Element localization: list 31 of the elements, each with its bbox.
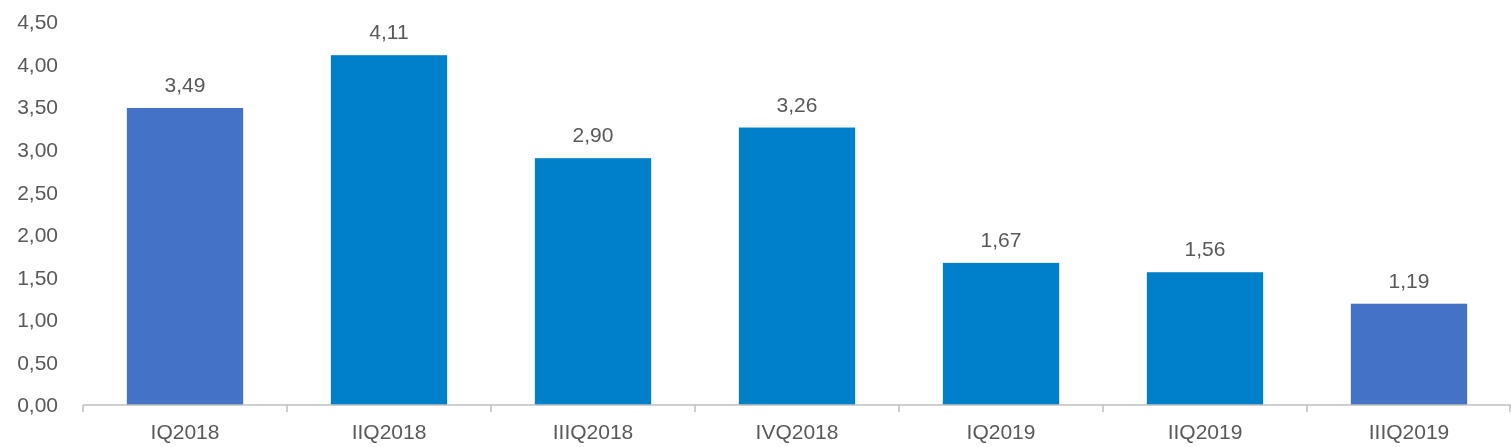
y-tick-label: 3,50 xyxy=(17,95,58,119)
x-tick-label: IIIQ2018 xyxy=(552,420,634,443)
data-label: 3,26 xyxy=(776,92,818,116)
y-tick-label: 4,50 xyxy=(17,10,58,34)
data-label: 1,19 xyxy=(1388,268,1430,292)
bar xyxy=(126,107,244,405)
data-label: 4,11 xyxy=(369,20,409,44)
y-tick-label: 2,00 xyxy=(17,223,58,247)
y-tick-label: 4,00 xyxy=(17,52,58,76)
bar xyxy=(738,127,856,405)
y-tick-label: 2,50 xyxy=(17,180,58,204)
x-tick-label: IVQ2018 xyxy=(755,420,839,443)
y-tick-label: 1,50 xyxy=(17,265,58,289)
data-label: 1,67 xyxy=(980,227,1022,251)
y-tick-label: 3,00 xyxy=(17,138,58,162)
y-tick-label: 0,50 xyxy=(17,350,58,374)
bar xyxy=(942,262,1060,405)
x-tick-label: IQ2018 xyxy=(150,420,220,443)
x-tick-label: IQ2019 xyxy=(966,420,1036,443)
data-label: 1,56 xyxy=(1184,237,1226,261)
bar xyxy=(330,55,448,405)
x-tick-label: IIIQ2019 xyxy=(1368,420,1450,443)
bar xyxy=(1350,303,1468,405)
data-label: 3,49 xyxy=(164,72,206,96)
y-tick-label: 1,00 xyxy=(17,308,58,332)
bar xyxy=(1146,272,1264,405)
data-label: 2,90 xyxy=(572,123,614,147)
y-tick-label: 0,00 xyxy=(17,393,58,417)
x-tick-label: IIQ2018 xyxy=(351,420,427,443)
x-tick-label: IIQ2019 xyxy=(1167,420,1243,443)
bar xyxy=(534,158,652,405)
